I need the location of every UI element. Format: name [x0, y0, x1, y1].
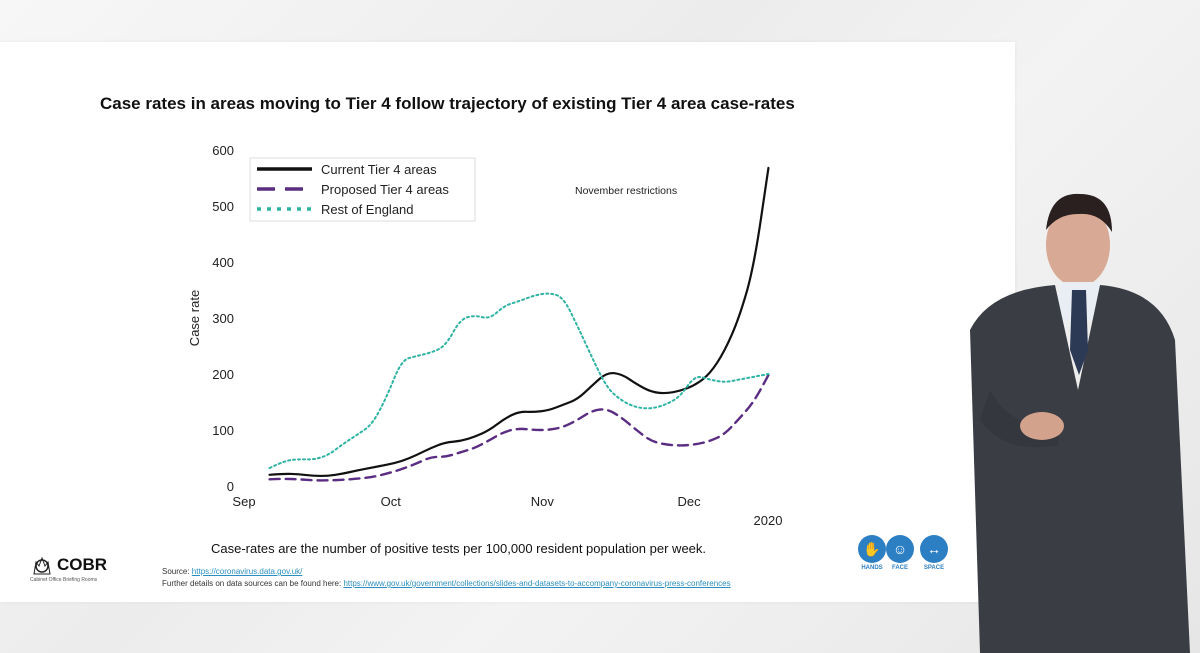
slide-title: Case rates in areas moving to Tier 4 fol…: [100, 94, 795, 113]
further-details-line: Further details on data sources can be f…: [162, 579, 731, 588]
hands-icon: ✋: [858, 535, 886, 563]
royal-crest-icon: [33, 556, 51, 575]
further-link[interactable]: https://www.gov.uk/government/collection…: [343, 579, 731, 588]
further-label: Further details on data sources can be f…: [162, 579, 344, 588]
series-line-dotted: [268, 292, 770, 470]
cobr-name: COBR: [57, 555, 108, 574]
x-tick-label: Dec: [678, 494, 702, 509]
source-link[interactable]: https://coronavirus.data.gov.uk/: [191, 567, 303, 576]
badge-label: FACE: [891, 565, 908, 571]
y-tick-label: 600: [212, 143, 234, 158]
face-mask-icon: ☺: [886, 535, 914, 563]
x-tick-label: Nov: [531, 494, 555, 509]
x-tick-label: Sep: [232, 494, 255, 509]
badge-face: ☺ FACE: [880, 535, 920, 571]
x-tick-label: Oct: [381, 494, 402, 509]
series-line-dashed: [268, 373, 770, 482]
chart-axes: 0 100 200 300 400 500 600 Case rate Sep Oct Nov Dec…: [187, 143, 782, 528]
legend-label: Rest of England: [321, 202, 414, 217]
y-tick-label: 500: [212, 199, 234, 214]
source-label: Source:: [162, 567, 192, 576]
y-tick-label: 0: [227, 479, 234, 494]
chart-annotation: November restrictions: [575, 185, 677, 197]
badge-hands: ✋ HANDS: [852, 535, 892, 571]
badge-label: SPACE: [923, 565, 945, 571]
source-line: Source: https://coronavirus.data.gov.uk/: [162, 567, 302, 576]
series-line-solid: [268, 166, 770, 478]
legend-label: Proposed Tier 4 areas: [321, 182, 449, 197]
y-tick-label: 100: [212, 423, 234, 438]
slide-panel: [0, 42, 1015, 602]
space-arrows-icon: ↔: [920, 535, 948, 563]
presenter-figure: [970, 193, 1190, 653]
x-year-label: 2020: [754, 513, 783, 528]
cobr-subtitle: Cabinet Office Briefing Rooms: [30, 577, 98, 583]
y-tick-label: 300: [212, 311, 234, 326]
chart-series: [268, 166, 770, 482]
chart-legend: Current Tier 4 areas Proposed Tier 4 area…: [249, 157, 476, 222]
y-tick-label: 400: [212, 255, 234, 270]
cobr-logo: COBR Cabinet Office Briefing Rooms: [30, 554, 107, 583]
slide-caption: Case-rates are the number of positive te…: [211, 541, 707, 556]
legend-label: Current Tier 4 areas: [321, 162, 437, 177]
y-axis-label: Case rate: [187, 290, 202, 346]
badge-space: ↔ SPACE: [914, 535, 954, 571]
y-tick-label: 200: [212, 367, 234, 382]
badge-label: HANDS: [861, 565, 883, 571]
